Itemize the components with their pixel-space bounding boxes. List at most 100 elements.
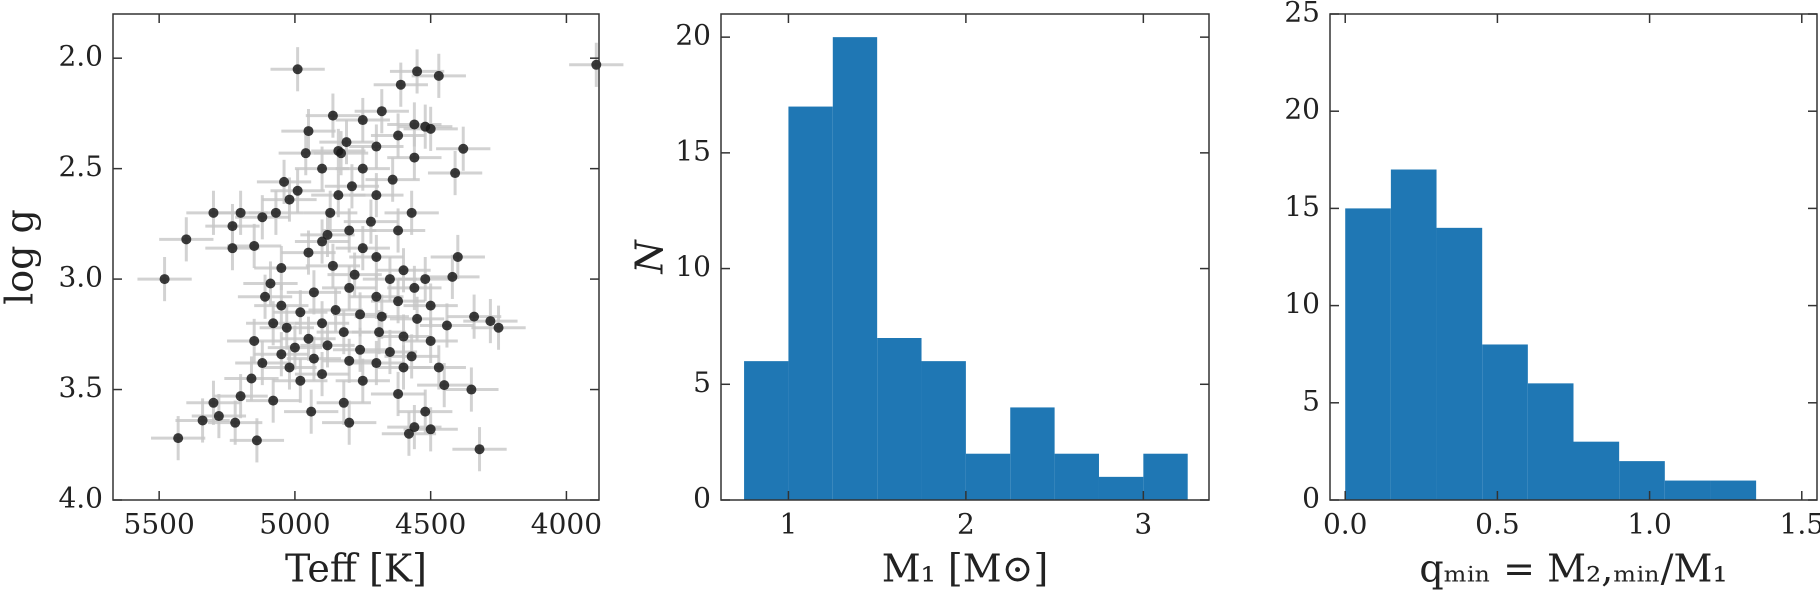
point xyxy=(325,207,336,218)
panel: 1 2 3 0 5 10 15 20 M₁ [M⊙] N xyxy=(628,13,1210,591)
y-tick-label: 2.0 xyxy=(58,40,103,73)
point xyxy=(251,435,262,446)
y-tick-label: 0 xyxy=(693,482,711,515)
bar xyxy=(877,338,922,500)
point xyxy=(447,271,458,282)
point xyxy=(308,287,319,298)
y-tick-label: 4.0 xyxy=(58,482,103,515)
point xyxy=(338,397,349,408)
point xyxy=(330,305,341,316)
plot-frame xyxy=(720,13,1210,501)
point xyxy=(344,282,355,293)
point xyxy=(197,415,208,426)
point xyxy=(338,327,349,338)
point xyxy=(412,66,423,77)
point xyxy=(213,411,224,422)
point xyxy=(371,358,382,369)
point xyxy=(276,300,287,311)
y-tick-label: 5 xyxy=(1302,384,1320,417)
point xyxy=(433,70,444,81)
point xyxy=(227,221,238,232)
point xyxy=(284,362,295,373)
point xyxy=(355,309,366,320)
x-tick-label: 1.0 xyxy=(1627,508,1672,541)
point xyxy=(398,331,409,342)
point xyxy=(270,207,281,218)
x-tick-label: 2 xyxy=(957,508,975,541)
point xyxy=(317,318,328,329)
point xyxy=(265,278,276,289)
point xyxy=(493,322,504,333)
point xyxy=(341,137,352,148)
y-axis-label: log g xyxy=(0,209,42,305)
y-tick-label: 20 xyxy=(675,19,711,52)
point xyxy=(398,265,409,276)
bar xyxy=(1482,344,1528,500)
point xyxy=(260,291,271,302)
point xyxy=(393,225,404,236)
point xyxy=(355,344,366,355)
point xyxy=(450,168,461,179)
point xyxy=(295,307,306,318)
point xyxy=(333,190,344,201)
point xyxy=(357,375,368,386)
panel: 5500 5000 4500 4000 2.0 2.5 3.0 3.5 4.0 Teff [K] l… xyxy=(0,13,624,591)
point xyxy=(208,397,219,408)
y-tick-label: 10 xyxy=(1284,287,1320,320)
bar xyxy=(1664,480,1711,500)
point xyxy=(268,395,279,406)
x-tick-label: 1 xyxy=(780,508,798,541)
point xyxy=(376,106,387,117)
point xyxy=(346,181,357,192)
point xyxy=(268,318,279,329)
point xyxy=(230,417,241,428)
point xyxy=(374,327,385,338)
point xyxy=(365,216,376,227)
point xyxy=(292,64,303,75)
point xyxy=(327,110,338,121)
point xyxy=(235,391,246,402)
point xyxy=(371,291,382,302)
point xyxy=(452,252,463,262)
point xyxy=(344,355,355,366)
point xyxy=(303,333,314,344)
y-tick-label: 20 xyxy=(1284,93,1320,126)
x-tick-label: 4000 xyxy=(531,508,602,541)
bar xyxy=(1143,453,1188,500)
bar xyxy=(1436,227,1483,500)
point xyxy=(466,384,477,395)
y-tick-label: 15 xyxy=(675,134,711,167)
point xyxy=(403,428,414,439)
point xyxy=(284,194,295,205)
point xyxy=(469,311,480,322)
point xyxy=(317,163,328,174)
point xyxy=(289,342,300,353)
bar xyxy=(1098,476,1144,500)
point xyxy=(257,212,268,223)
point xyxy=(235,207,246,218)
point xyxy=(357,163,368,174)
point xyxy=(409,282,420,293)
point xyxy=(246,373,257,384)
point xyxy=(393,388,404,399)
x-tick-label: 0.0 xyxy=(1323,508,1368,541)
point xyxy=(409,422,420,433)
x-tick-label: 1.5 xyxy=(1780,508,1820,541)
point xyxy=(322,229,333,240)
point xyxy=(249,335,260,346)
point xyxy=(406,207,417,218)
point xyxy=(474,444,485,455)
point xyxy=(344,225,355,236)
bar xyxy=(1710,480,1757,500)
point xyxy=(441,320,452,331)
point xyxy=(357,115,368,126)
point xyxy=(425,335,436,346)
point xyxy=(425,300,436,311)
bar xyxy=(965,453,1011,500)
point xyxy=(300,148,311,159)
point xyxy=(384,274,395,285)
plot-frame xyxy=(1329,13,1818,501)
point xyxy=(292,185,303,196)
point xyxy=(395,79,406,90)
